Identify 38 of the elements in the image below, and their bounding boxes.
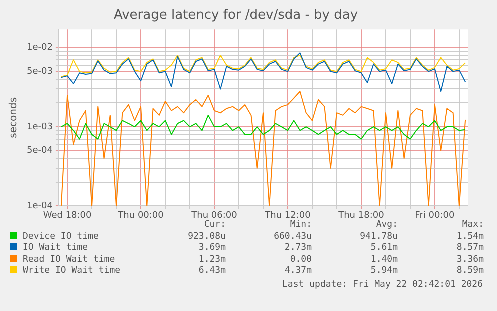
text: Avg: bbox=[375, 220, 398, 232]
legend-label: IO Wait time bbox=[23, 243, 88, 253]
text: 660.43u bbox=[273, 232, 312, 243]
x-tick-label: Thu 06:00 bbox=[190, 210, 238, 221]
text: 923.08u bbox=[187, 232, 226, 243]
text: 8.57m bbox=[456, 243, 484, 254]
y-tick-label: 5e-03 bbox=[26, 67, 53, 78]
text: 5.61m bbox=[370, 243, 398, 254]
text: 1.23m bbox=[198, 254, 226, 266]
y-tick-label: 1e-02 bbox=[26, 43, 53, 54]
y-tick-label: 1e-04 bbox=[26, 202, 54, 212]
chart-title: Average latency for /dev/sda - by day bbox=[114, 8, 358, 24]
text: Min: bbox=[289, 220, 312, 232]
text: 0.00 bbox=[289, 254, 312, 266]
text: 8.59m bbox=[456, 266, 484, 278]
x-tick-label: Thu 18:00 bbox=[338, 210, 385, 221]
x-tick-label: Fri 00:00 bbox=[415, 210, 455, 221]
text: Max: bbox=[461, 220, 484, 232]
text: 4.37m bbox=[284, 266, 312, 278]
text: 3.36m bbox=[456, 254, 484, 266]
text: 5.94m bbox=[370, 266, 398, 278]
text: Last update: Fri May 22 02:42:01 2026 bbox=[282, 280, 483, 290]
legend-label: Write IO Wait time bbox=[23, 266, 121, 276]
x-tick-label: Wed 18:00 bbox=[43, 210, 92, 221]
text: 3.69m bbox=[198, 243, 226, 254]
legend-label: Device IO time bbox=[23, 232, 99, 242]
legend-label: Read IO Wait time bbox=[23, 254, 116, 264]
x-tick-label: Thu 00:00 bbox=[117, 210, 164, 221]
text: 2.73m bbox=[284, 243, 312, 254]
text: 941.78u bbox=[359, 232, 398, 243]
x-tick-label: Thu 12:00 bbox=[264, 210, 312, 221]
text: 6.43m bbox=[198, 266, 226, 278]
text: 1.40m bbox=[370, 254, 398, 266]
text: Cur: bbox=[203, 220, 226, 232]
text: 1.54m bbox=[456, 232, 484, 243]
y-tick-label: 5e-04 bbox=[26, 146, 54, 156]
y-axis-title: seconds bbox=[8, 97, 20, 138]
y-tick-label: 1e-03 bbox=[26, 122, 53, 132]
